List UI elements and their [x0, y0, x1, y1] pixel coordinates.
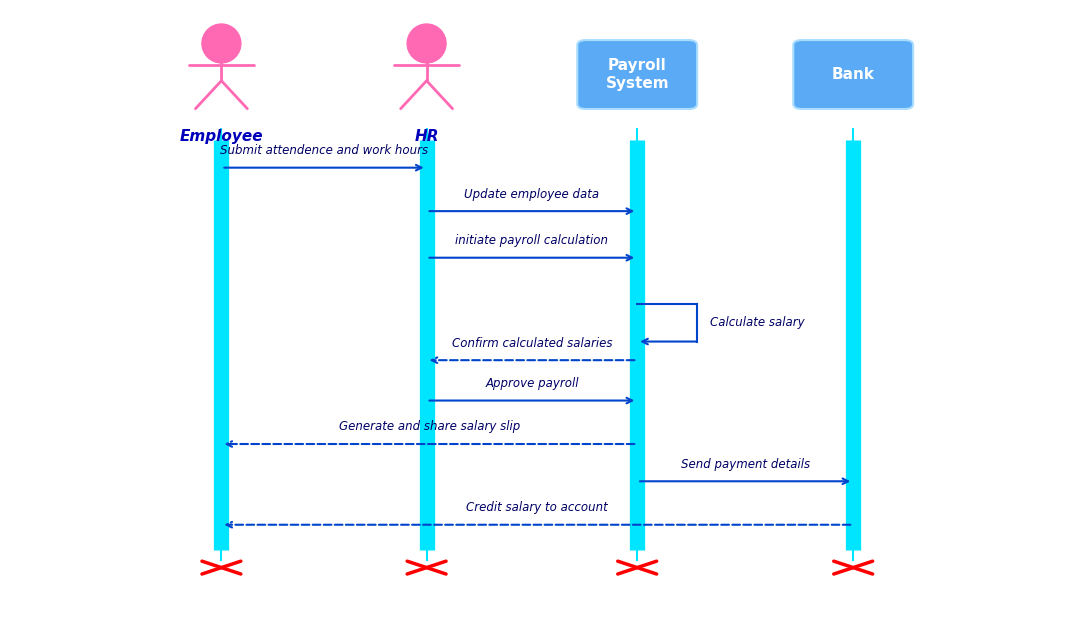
Text: Generate and share salary slip: Generate and share salary slip — [339, 420, 519, 433]
Text: Employee: Employee — [179, 129, 264, 144]
Text: Confirm calculated salaries: Confirm calculated salaries — [451, 337, 612, 350]
Text: HR: HR — [415, 129, 438, 144]
Text: Send payment details: Send payment details — [680, 458, 810, 471]
FancyBboxPatch shape — [793, 40, 914, 109]
Text: Bank: Bank — [832, 67, 875, 82]
Text: Credit salary to account: Credit salary to account — [467, 501, 608, 514]
Text: Payroll
System: Payroll System — [606, 58, 669, 91]
Text: Update employee data: Update employee data — [464, 188, 599, 201]
Text: Submit attendence and work hours: Submit attendence and work hours — [220, 144, 428, 157]
Ellipse shape — [407, 24, 446, 63]
Ellipse shape — [202, 24, 241, 63]
Text: Calculate salary: Calculate salary — [710, 317, 805, 329]
Text: Approve payroll: Approve payroll — [485, 377, 579, 390]
FancyBboxPatch shape — [577, 40, 698, 109]
Text: initiate payroll calculation: initiate payroll calculation — [456, 234, 608, 247]
